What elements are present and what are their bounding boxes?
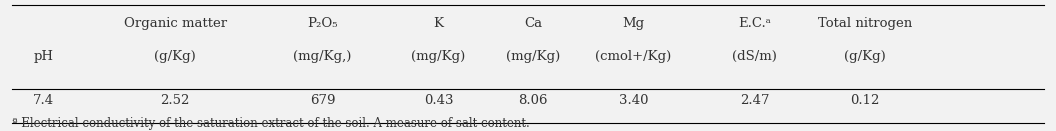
Text: 2.47: 2.47 <box>739 94 769 107</box>
Text: 0.43: 0.43 <box>423 94 453 107</box>
Text: 8.06: 8.06 <box>518 94 548 107</box>
Text: (mg/Kg): (mg/Kg) <box>412 50 466 63</box>
Text: Total nitrogen: Total nitrogen <box>818 17 912 30</box>
Text: (mg/Kg): (mg/Kg) <box>506 50 561 63</box>
Text: Ca: Ca <box>524 17 543 30</box>
Text: (dS/m): (dS/m) <box>732 50 777 63</box>
Text: pH: pH <box>34 50 54 63</box>
Text: 679: 679 <box>309 94 336 107</box>
Text: 3.40: 3.40 <box>619 94 648 107</box>
Text: 2.52: 2.52 <box>161 94 190 107</box>
Text: Organic matter: Organic matter <box>124 17 227 30</box>
Text: (g/Kg): (g/Kg) <box>844 50 886 63</box>
Text: Mg: Mg <box>622 17 644 30</box>
Text: (g/Kg): (g/Kg) <box>154 50 196 63</box>
Text: (mg/Kg,): (mg/Kg,) <box>294 50 352 63</box>
Text: K: K <box>433 17 444 30</box>
Text: E.C.ᵃ: E.C.ᵃ <box>738 17 771 30</box>
Text: (cmol+/Kg): (cmol+/Kg) <box>596 50 672 63</box>
Text: 0.12: 0.12 <box>850 94 880 107</box>
Text: ª Electrical conductivity of the saturation extract of the soil. A measure of sa: ª Electrical conductivity of the saturat… <box>12 117 530 130</box>
Text: 7.4: 7.4 <box>33 94 54 107</box>
Text: P₂O₅: P₂O₅ <box>307 17 338 30</box>
